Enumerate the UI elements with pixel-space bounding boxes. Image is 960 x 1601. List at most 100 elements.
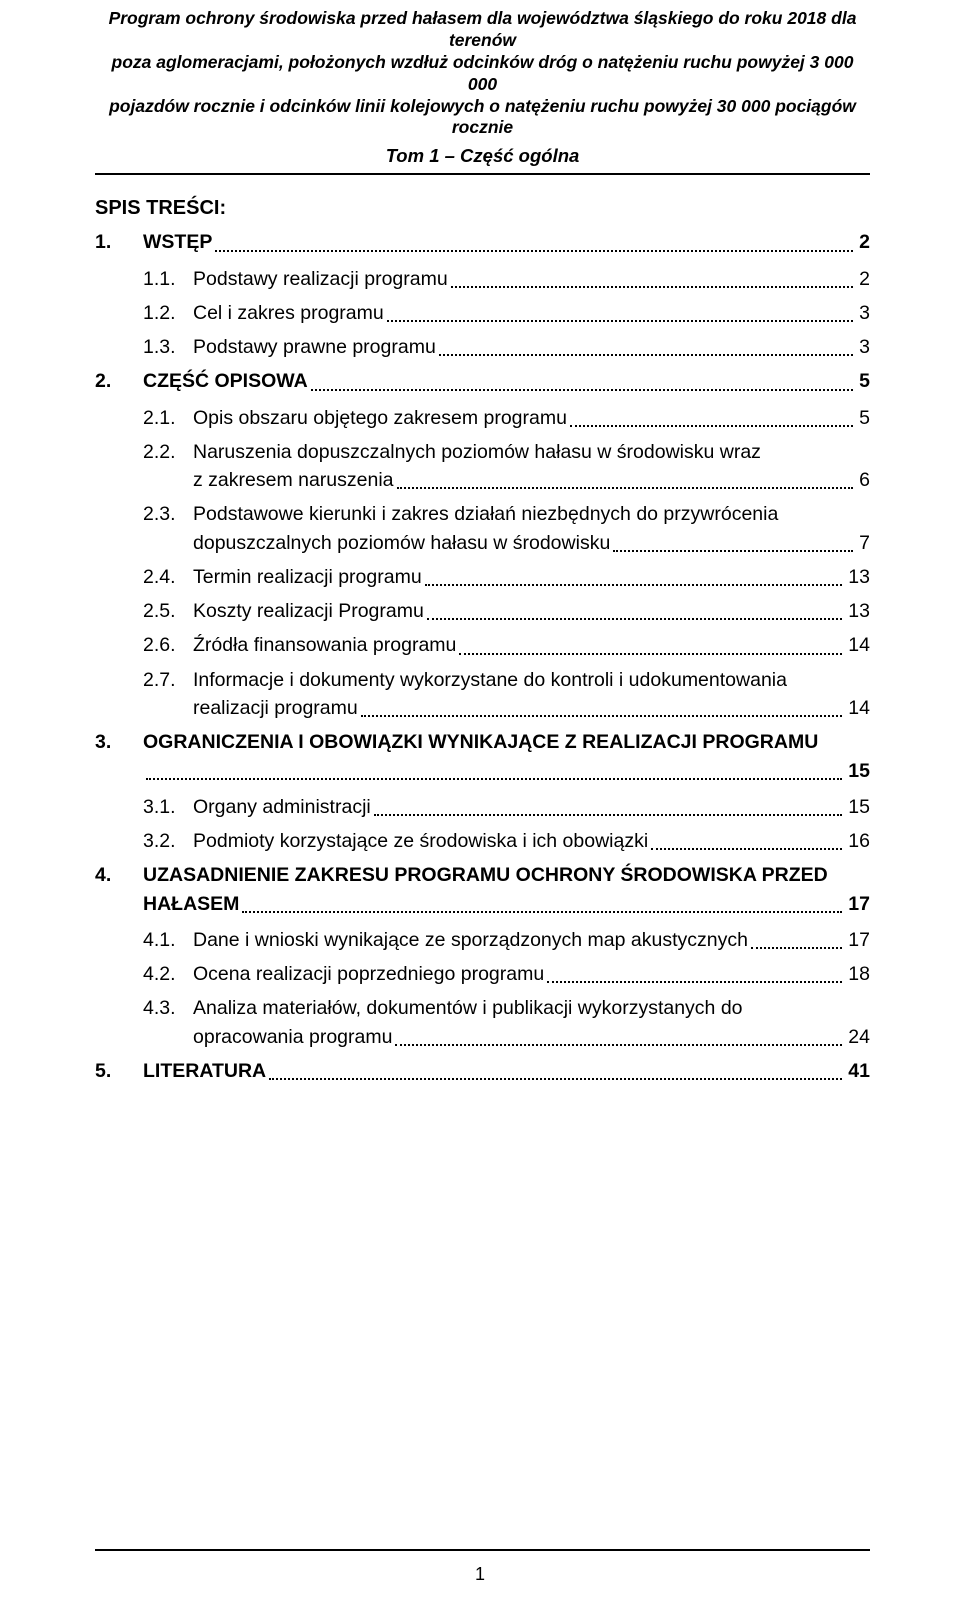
toc-leader	[459, 653, 842, 655]
toc-label-cont: HAŁASEM	[143, 890, 239, 918]
toc-page: 41	[846, 1057, 870, 1085]
toc-page: 7	[857, 529, 870, 557]
toc-entry-level1: 4.UZASADNIENIE ZAKRESU PROGRAMU OCHRONY …	[95, 861, 870, 918]
toc-entry-level2: 4.2.Ocena realizacji poprzedniego progra…	[95, 960, 870, 988]
toc-number: 2.5.	[143, 597, 193, 625]
toc-page: 6	[857, 466, 870, 494]
toc-leader	[451, 286, 853, 288]
toc-leader	[361, 715, 843, 717]
toc-page: 3	[857, 333, 870, 361]
toc-label: Naruszenia dopuszczalnych poziomów hałas…	[193, 438, 761, 466]
toc-page: 15	[846, 793, 870, 821]
toc-number: 1.1.	[143, 265, 193, 293]
toc-entry-level2: 1.3.Podstawy prawne programu 3	[95, 333, 870, 361]
toc-label-cont: opracowania programu	[193, 1023, 392, 1051]
toc-page: 18	[846, 960, 870, 988]
toc-number: 4.3.	[143, 994, 193, 1022]
toc-entry-level2: 2.2.Naruszenia dopuszczalnych poziomów h…	[143, 438, 870, 495]
toc-number: 4.1.	[143, 926, 193, 954]
toc-label: Podmioty korzystające ze środowiska i ic…	[193, 827, 648, 855]
page-number: 1	[0, 1564, 960, 1585]
toc-number: 3.1.	[143, 793, 193, 821]
toc-label: Podstawowe kierunki i zakres działań nie…	[193, 500, 778, 528]
toc-leader	[751, 947, 842, 949]
toc-leader	[387, 320, 853, 322]
toc-leader	[374, 814, 843, 816]
header-line-2: poza aglomeracjami, położonych wzdłuż od…	[95, 52, 870, 96]
toc-label: Opis obszaru objętego zakresem programu	[193, 404, 567, 432]
toc-entry-level2: 3.2.Podmioty korzystające ze środowiska …	[95, 827, 870, 855]
toc-leader	[395, 1044, 842, 1046]
toc-label: Informacje i dokumenty wykorzystane do k…	[193, 666, 787, 694]
toc-leader	[547, 981, 842, 983]
toc-entry-level2: 2.4.Termin realizacji programu 13	[95, 563, 870, 591]
table-of-contents: 1.WSTĘP 21.1.Podstawy realizacji program…	[95, 228, 870, 1085]
header-rule	[95, 173, 870, 175]
toc-number: 1.	[95, 228, 143, 256]
toc-page: 17	[846, 926, 870, 954]
toc-label: WSTĘP	[143, 228, 212, 256]
toc-entry-level2: 2.1.Opis obszaru objętego zakresem progr…	[95, 404, 870, 432]
toc-label: Źródła finansowania programu	[193, 631, 456, 659]
page-header: Program ochrony środowiska przed hałasem…	[95, 8, 870, 139]
toc-number: 1.3.	[143, 333, 193, 361]
toc-number: 4.	[95, 861, 143, 889]
toc-leader	[425, 584, 843, 586]
header-line-1: Program ochrony środowiska przed hałasem…	[95, 8, 870, 52]
toc-label-cont: realizacji programu	[193, 694, 358, 722]
toc-number: 2.2.	[143, 438, 193, 466]
toc-label: Dane i wnioski wynikające ze sporządzony…	[193, 926, 748, 954]
toc-label: CZĘŚĆ OPISOWA	[143, 367, 308, 395]
toc-leader	[269, 1078, 842, 1080]
toc-label-cont: z zakresem naruszenia	[193, 466, 394, 494]
toc-entry-level2: 3.1.Organy administracji 15	[95, 793, 870, 821]
toc-entry-level2: 2.5.Koszty realizacji Programu13	[95, 597, 870, 625]
toc-leader	[570, 425, 853, 427]
toc-label: Analiza materiałów, dokumentów i publika…	[193, 994, 743, 1022]
footer-rule	[95, 1549, 870, 1551]
toc-number: 2.1.	[143, 404, 193, 432]
toc-entry-level2: 2.3.Podstawowe kierunki i zakres działań…	[143, 500, 870, 557]
toc-page: 15	[846, 757, 870, 785]
toc-page: 16	[846, 827, 870, 855]
toc-number: 2.7.	[143, 666, 193, 694]
toc-title: SPIS TREŚCI:	[95, 197, 870, 220]
page-subheader: Tom 1 – Część ogólna	[95, 145, 870, 167]
toc-leader	[427, 618, 842, 620]
toc-number: 2.4.	[143, 563, 193, 591]
header-line-3: pojazdów rocznie i odcinków linii kolejo…	[95, 96, 870, 140]
toc-page: 2	[857, 265, 870, 293]
toc-leader	[242, 911, 842, 913]
toc-number: 3.2.	[143, 827, 193, 855]
toc-entry-level1: 5.LITERATURA 41	[95, 1057, 870, 1085]
toc-number: 5.	[95, 1057, 143, 1085]
toc-number: 2.6.	[143, 631, 193, 659]
toc-leader	[651, 848, 842, 850]
toc-label: Termin realizacji programu	[193, 563, 422, 591]
toc-entry-level2: 2.7.Informacje i dokumenty wykorzystane …	[143, 666, 870, 723]
toc-page: 3	[857, 299, 870, 327]
toc-page: 14	[846, 631, 870, 659]
toc-page: 5	[857, 367, 870, 395]
toc-leader	[397, 487, 854, 489]
document-page: Program ochrony środowiska przed hałasem…	[0, 0, 960, 1601]
toc-page: 14	[846, 694, 870, 722]
toc-entry-level1: 3.OGRANICZENIA I OBOWIĄZKI WYNIKAJĄCE Z …	[95, 728, 870, 785]
toc-page: 5	[857, 404, 870, 432]
toc-number: 2.	[95, 367, 143, 395]
toc-label-cont: dopuszczalnych poziomów hałasu w środowi…	[193, 529, 610, 557]
toc-label: Organy administracji	[193, 793, 371, 821]
toc-leader	[146, 778, 842, 780]
toc-entry-level1: 2.CZĘŚĆ OPISOWA 5	[95, 367, 870, 395]
toc-number: 1.2.	[143, 299, 193, 327]
toc-entry-level1: 1.WSTĘP 2	[95, 228, 870, 256]
toc-entry-level2: 1.1.Podstawy realizacji programu2	[95, 265, 870, 293]
toc-label: Koszty realizacji Programu	[193, 597, 424, 625]
toc-page: 17	[846, 890, 870, 918]
toc-number: 3.	[95, 728, 143, 756]
toc-entry-level2: 4.3.Analiza materiałów, dokumentów i pub…	[143, 994, 870, 1051]
toc-label: Podstawy prawne programu	[193, 333, 436, 361]
toc-label: Ocena realizacji poprzedniego programu	[193, 960, 544, 988]
toc-page: 13	[846, 563, 870, 591]
toc-label: LITERATURA	[143, 1057, 266, 1085]
